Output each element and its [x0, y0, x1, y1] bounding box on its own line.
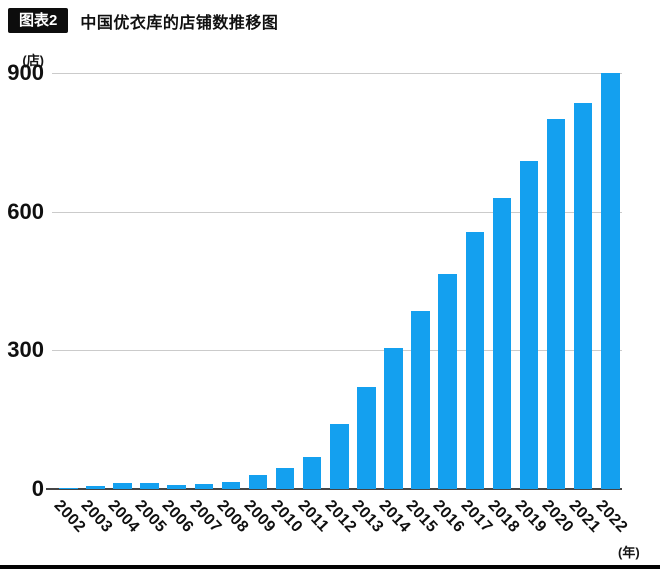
- bar-2006: [167, 484, 186, 489]
- bar-2008: [221, 482, 241, 489]
- bar-2015: [411, 311, 430, 489]
- y-tick-900: 900: [7, 60, 44, 85]
- y-tick-0: 0: [31, 476, 44, 501]
- gridline-300: [52, 350, 622, 352]
- bottom-divider: [0, 565, 660, 569]
- bar-2019: [519, 160, 539, 489]
- bar-2022: [601, 73, 620, 489]
- bar-2017: [465, 232, 484, 489]
- bar-2013: [357, 387, 376, 489]
- bar-2005: [140, 483, 159, 489]
- bar-2003: [86, 485, 105, 489]
- chart-title: 中国优衣库的店铺数推移图: [80, 14, 279, 32]
- bar-2009: [248, 475, 268, 489]
- chart-header: 图表2 中国优衣库的店铺数推移图: [8, 8, 278, 33]
- plot-area: [46, 73, 622, 490]
- x-tick-2022: 2022: [592, 497, 631, 537]
- bar-2020: [546, 119, 566, 489]
- gridline-900: [52, 73, 622, 74]
- bar-2011: [302, 456, 322, 489]
- bar-2002: [59, 487, 78, 489]
- y-axis-unit-label: (店): [22, 53, 44, 68]
- figure-number-badge: 图表2: [8, 8, 69, 33]
- bar-2014: [384, 348, 403, 489]
- gridline-600: [52, 211, 622, 213]
- bar-2012: [330, 424, 349, 489]
- y-tick-300: 300: [7, 337, 44, 363]
- y-tick-600: 600: [7, 198, 44, 224]
- bar-2007: [194, 483, 213, 489]
- bar-2016: [438, 274, 457, 489]
- bar-2021: [573, 103, 593, 489]
- bar-2010: [275, 468, 295, 489]
- x-axis-unit-label: (年): [618, 545, 640, 560]
- x-axis-line: [46, 488, 622, 490]
- bar-2004: [113, 483, 132, 489]
- bar-2018: [492, 197, 512, 489]
